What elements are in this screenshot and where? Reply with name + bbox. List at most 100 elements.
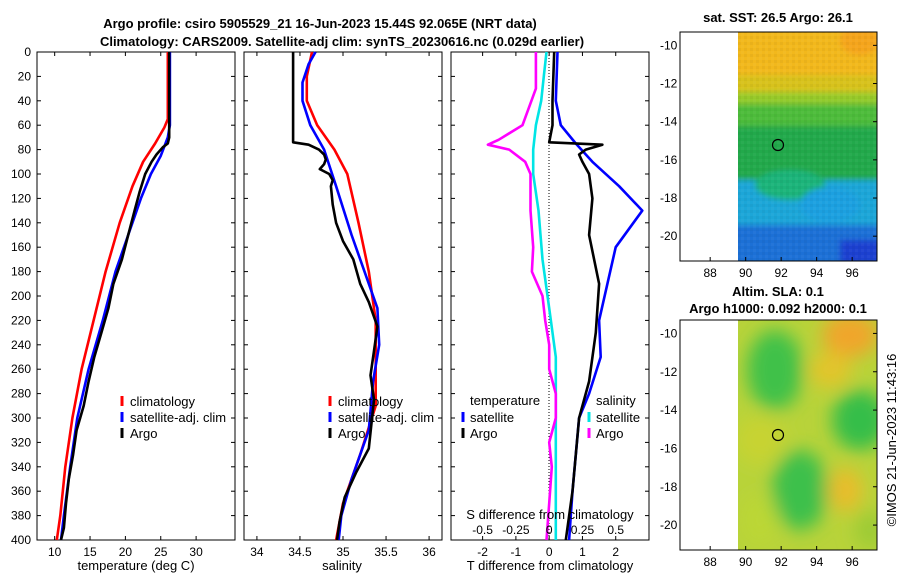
salinity-x-tick-label: 35 <box>336 545 350 559</box>
title-line-1: Argo profile: csiro 5905529_21 16-Jun-20… <box>103 16 537 31</box>
temperature-lines <box>55 52 172 541</box>
lat-tick-label: -10 <box>660 326 678 340</box>
legend-satellite: satellite-adj. clim <box>130 410 226 425</box>
sla-map-title-1: Altim. SLA: 0.1 <box>732 284 824 299</box>
depth-tick-label: 80 <box>18 143 32 157</box>
sst-map-lat-ticks: -10 -12 -14 -16 -18 -20 <box>660 38 877 243</box>
depth-tick-label: 320 <box>11 435 31 449</box>
sdiff-tick-label: 0 <box>546 523 553 537</box>
argo-line <box>291 52 379 541</box>
legend-t-argo: Argo <box>470 426 497 441</box>
temperature-legend: climatology satellite-adj. clim Argo <box>120 394 226 441</box>
difference-lines <box>486 51 644 541</box>
legend-argo: Argo <box>130 426 157 441</box>
tdiff-x-tick-label: 2 <box>612 545 619 559</box>
sst-map-title: sat. SST: 26.5 Argo: 26.1 <box>703 10 853 25</box>
lon-tick-label: 90 <box>739 555 753 569</box>
salinity-x-ticks: 34 34.5 35 35.5 36 <box>250 52 436 559</box>
tdiff-x-tick-label: -1 <box>511 545 522 559</box>
depth-tick-label: 60 <box>18 118 32 132</box>
sla-map-frame <box>679 319 878 551</box>
depth-tick-label: 340 <box>11 460 31 474</box>
argo-float-marker <box>771 138 785 152</box>
sla-field <box>738 320 877 550</box>
temperature-plot-frame <box>36 51 236 541</box>
depth-tick-label: 120 <box>11 191 31 205</box>
climatology-line <box>55 52 170 541</box>
depth-tick-label: 300 <box>11 411 31 425</box>
argo-float-marker <box>771 428 785 442</box>
depth-tick-label: 240 <box>11 338 31 352</box>
salinity-argo-line <box>486 52 558 541</box>
lon-tick-label: 94 <box>810 555 824 569</box>
lon-tick-label: 94 <box>810 266 824 280</box>
lat-tick-label: -20 <box>660 229 678 243</box>
depth-tick-label: 160 <box>11 240 31 254</box>
lat-tick-label: -18 <box>660 480 678 494</box>
legend-s-argo: Argo <box>596 426 623 441</box>
sst-map: sat. SST: 26.5 Argo: 26.1 <box>660 10 878 280</box>
lon-tick-label: 92 <box>774 266 788 280</box>
temperature-x-tick-label: 25 <box>154 545 168 559</box>
sla-map-lon-ticks: 88 90 92 94 96 <box>703 546 859 569</box>
salinity-legend: climatology satellite-adj. clim Argo <box>328 394 434 441</box>
lat-tick-label: -14 <box>660 403 678 417</box>
temperature-x-tick-label: 15 <box>83 545 97 559</box>
depth-tick-labels: 0 20 40 60 80 100 120 140 160 180 200 220 240 260 280 3… <box>11 45 649 547</box>
legend-satellite: satellite-adj. clim <box>338 410 434 425</box>
salinity-x-tick-label: 34 <box>250 545 264 559</box>
temperature-x-ticks: 10 15 20 25 30 <box>48 52 203 559</box>
lat-tick-label: -12 <box>660 365 678 379</box>
lon-tick-label: 88 <box>703 555 717 569</box>
difference-legend: temperature satellite Argo salinity sate… <box>461 393 640 441</box>
tdiff-x-tick-label: 0 <box>546 545 553 559</box>
difference-x-ticks: -2 -1 0 1 2 <box>477 52 619 559</box>
salinity-panel: 34 34.5 35 35.5 36 salinity climatology sate… <box>243 51 443 573</box>
salinity-x-tick-label: 36 <box>422 545 436 559</box>
temperature-panel: 0204060801001201401601802002202402602803… <box>11 45 649 573</box>
lon-tick-label: 96 <box>845 266 859 280</box>
lat-tick-label: -18 <box>660 191 678 205</box>
difference-panel: -2 -1 0 1 2 S difference from climatology -0… <box>450 51 650 573</box>
sla-map-title-2: Argo h1000: 0.092 h2000: 0.1 <box>689 301 867 316</box>
sdiff-tick-label: -0.25 <box>502 523 530 537</box>
salinity-axis-label: salinity <box>322 558 362 573</box>
legend-climatology: climatology <box>338 394 404 409</box>
depth-tick-label: 400 <box>11 533 31 547</box>
sla-map-lat-ticks: -10 -12 -14 -16 -18 -20 <box>660 326 877 532</box>
depth-tick-label: 100 <box>11 167 31 181</box>
salinity-x-tick-label: 35.5 <box>374 545 398 559</box>
depth-tick-label: 260 <box>11 362 31 376</box>
lat-tick-label: -10 <box>660 38 678 52</box>
temperature-axis-label: temperature (deg C) <box>77 558 194 573</box>
sdiff-tick-label: 0.5 <box>607 523 624 537</box>
sst-field <box>738 32 877 261</box>
lat-tick-label: -20 <box>660 518 678 532</box>
sdiff-tick-label: 0.25 <box>571 523 595 537</box>
depth-tick-label: 0 <box>24 45 31 59</box>
legend-argo: Argo <box>338 426 365 441</box>
lat-tick-label: -16 <box>660 153 678 167</box>
legend-s-satellite: satellite <box>596 410 640 425</box>
lon-tick-label: 90 <box>739 266 753 280</box>
legend-t-satellite: satellite <box>470 410 514 425</box>
salinity-difference-ticks: -0.5 -0.25 0 0.25 0.5 <box>472 523 624 537</box>
depth-tick-label: 280 <box>11 387 31 401</box>
satellite-adj-clim-line <box>301 51 381 541</box>
salinity-x-tick-label: 34.5 <box>288 545 312 559</box>
sst-map-frame <box>679 31 878 262</box>
depth-tick-label: 180 <box>11 265 31 279</box>
sdiff-tick-label: -0.5 <box>472 523 493 537</box>
salinity-lines <box>291 51 381 541</box>
difference-plot-frame <box>450 51 650 541</box>
depth-tick-label: 140 <box>11 216 31 230</box>
depth-tick-label: 40 <box>18 94 32 108</box>
lat-tick-label: -16 <box>660 441 678 455</box>
lon-tick-label: 96 <box>845 555 859 569</box>
copyright: ©IMOS 21-Jun-2023 11:43:16 <box>884 354 899 527</box>
lon-tick-label: 92 <box>774 555 788 569</box>
sst-map-lon-ticks: 88 90 92 94 96 <box>703 257 859 280</box>
depth-tick-label: 380 <box>11 509 31 523</box>
temperature-x-tick-label: 20 <box>119 545 133 559</box>
